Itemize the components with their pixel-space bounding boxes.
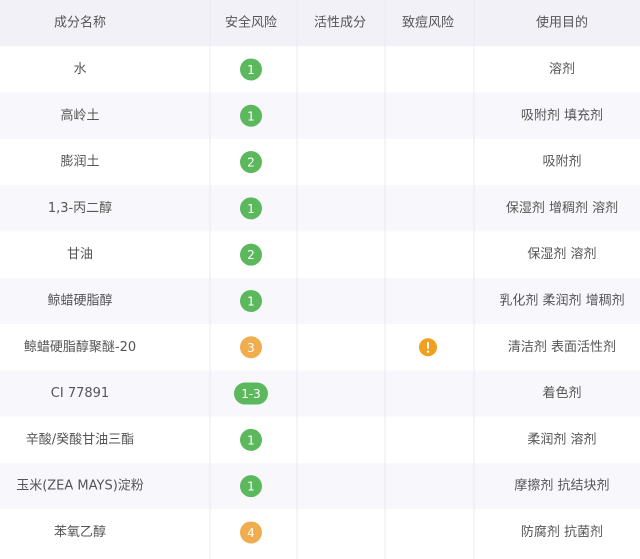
ingredient-name: 鲸蜡硬脂醇 [47, 292, 112, 308]
usage-purpose: 溶剂 [549, 62, 575, 77]
row-bg [0, 185, 640, 232]
header-cell: 安全风险 [225, 15, 277, 31]
ingredient-name: 苯氧乙醇 [54, 524, 106, 540]
safety-score: 3 [247, 341, 255, 355]
safety-badge [240, 104, 262, 127]
usage-purpose: 着色剂 [542, 385, 581, 401]
ingredient-name: 膨润土 [60, 155, 99, 170]
ingredient-name: 鲸蜡硬脂醇聚醚-20 [24, 339, 136, 355]
usage-purpose: 乳化剂 柔润剂 增稠剂 [499, 293, 624, 308]
safety-score: 1 [247, 63, 255, 77]
row-bg [0, 46, 640, 93]
row-bg [0, 92, 640, 139]
safety-score: 1 [247, 202, 255, 216]
header-cell: 使用目的 [536, 15, 588, 31]
acne-icon-dot [426, 350, 430, 353]
safety-score: 4 [247, 526, 255, 540]
safety-badge [240, 336, 262, 359]
safety-score: 1 [247, 109, 255, 123]
safety-score: 1 [247, 433, 255, 447]
safety-badge [234, 382, 268, 405]
ingredient-name: 甘油 [67, 247, 93, 262]
safety-badge [240, 521, 262, 544]
ingredient-name: 1,3-丙二醇 [48, 200, 112, 216]
row-bg [0, 231, 640, 278]
usage-purpose: 清洁剂 表面活性剂 [508, 340, 616, 355]
safety-score: 1 [247, 480, 255, 494]
ingredient-name: 高岭土 [60, 107, 99, 123]
safety-badge [240, 475, 262, 498]
row-bg [0, 463, 640, 510]
row-bg [0, 138, 640, 186]
safety-score: 1 [247, 294, 255, 308]
safety-badge [240, 197, 262, 220]
usage-purpose: 保湿剂 增稠剂 溶剂 [506, 201, 618, 216]
header-cell: 活性成分 [314, 16, 366, 31]
safety-badge [240, 151, 262, 174]
ingredient-name: CI 77891 [51, 386, 109, 401]
row-bg [0, 370, 640, 417]
row-bg [0, 416, 640, 463]
ingredient-name: 水 [73, 62, 86, 77]
usage-purpose: 吸附剂 填充剂 [521, 107, 603, 123]
safety-score: 2 [247, 156, 255, 170]
usage-purpose: 防腐剂 抗菌剂 [521, 524, 603, 540]
ingredient-name: 玉米(ZEA MAYS)淀粉 [16, 479, 144, 494]
safety-score: 2 [247, 248, 255, 262]
safety-badge [240, 243, 262, 266]
usage-purpose: 吸附剂 [542, 155, 581, 170]
usage-purpose: 保湿剂 溶剂 [527, 247, 596, 262]
safety-badge [240, 58, 262, 81]
header-bg [0, 0, 640, 47]
header-cell: 成分名称 [54, 15, 106, 31]
safety-score: 1-3 [241, 387, 261, 401]
usage-purpose: 摩擦剂 抗结块剂 [514, 478, 609, 494]
row-bg [0, 509, 640, 556]
header-cell: 致痘风险 [402, 16, 454, 31]
row-bg [0, 324, 640, 371]
usage-purpose: 柔润剂 溶剂 [527, 432, 596, 447]
safety-badge [240, 428, 262, 451]
safety-badge [240, 289, 262, 312]
ingredient-name: 辛酸/癸酸甘油三酯 [26, 432, 134, 447]
row-bg [0, 277, 640, 325]
